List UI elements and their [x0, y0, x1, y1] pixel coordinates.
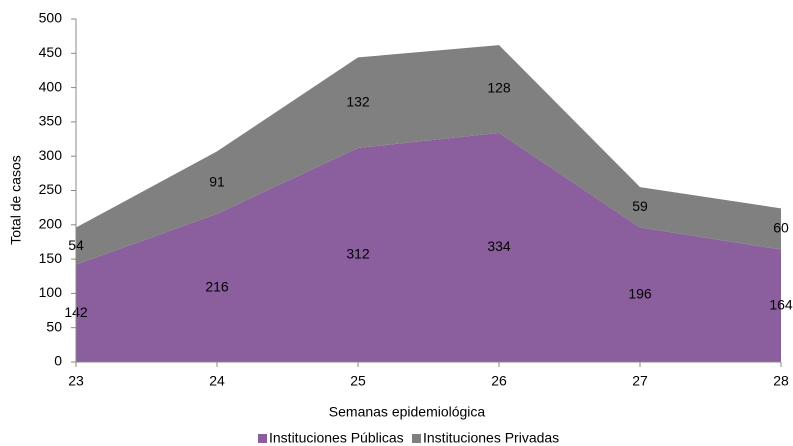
data-label: 196: [628, 285, 652, 301]
y-tick-label: 50: [46, 318, 62, 334]
x-tick-label: 28: [773, 373, 789, 389]
y-tick-label: 400: [39, 78, 63, 94]
data-label: 334: [487, 238, 511, 254]
y-tick-label: 300: [39, 147, 63, 163]
y-tick-label: 350: [39, 113, 63, 129]
data-label: 60: [773, 220, 789, 236]
y-tick-label: 150: [39, 250, 63, 266]
data-label: 312: [346, 246, 370, 262]
y-tick-label: 500: [39, 10, 63, 26]
x-tick-label: 26: [491, 373, 507, 389]
x-axis-title: Semanas epidemiológica: [329, 404, 486, 420]
x-tick-label: 23: [68, 373, 84, 389]
legend-label: Instituciones Públicas: [269, 430, 404, 446]
legend-swatch: [258, 434, 267, 443]
data-label: 59: [632, 198, 648, 214]
y-tick-label: 200: [39, 216, 63, 232]
y-tick-label: 450: [39, 44, 63, 60]
legend-label: Instituciones Privadas: [423, 430, 559, 446]
y-axis-title: Total de casos: [8, 155, 24, 245]
data-label: 216: [205, 279, 229, 295]
legend-swatch: [412, 434, 421, 443]
data-label: 91: [209, 173, 225, 189]
area: [76, 45, 781, 265]
data-label: 128: [487, 80, 511, 96]
y-tick-label: 100: [39, 284, 63, 300]
data-label: 164: [769, 296, 793, 312]
area: [76, 132, 781, 362]
y-tick-label: 250: [39, 181, 63, 197]
x-tick-label: 27: [632, 373, 648, 389]
x-tick-label: 24: [209, 373, 225, 389]
data-label: 132: [346, 93, 370, 109]
y-tick-label: 0: [54, 353, 62, 369]
x-tick-label: 25: [350, 373, 366, 389]
